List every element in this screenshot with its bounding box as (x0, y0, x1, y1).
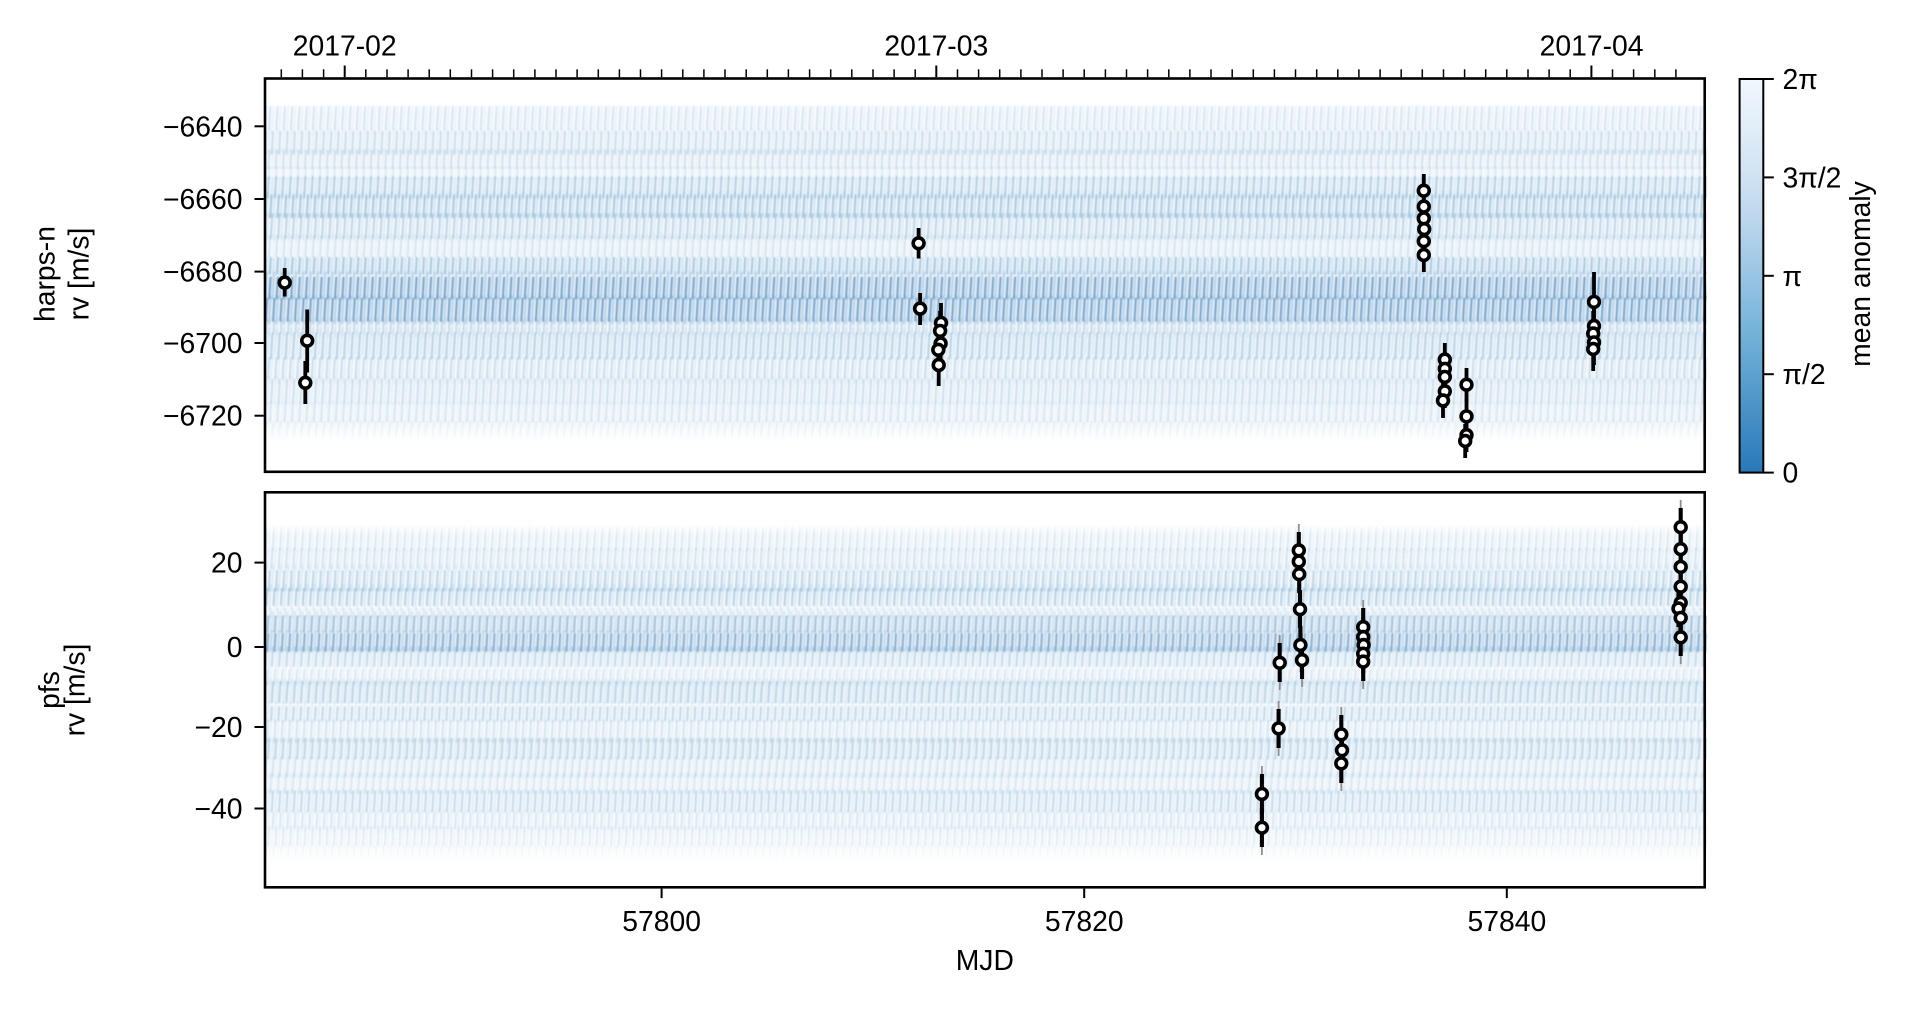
svg-text:−20: −20 (195, 711, 243, 743)
svg-text:MJD: MJD (956, 944, 1014, 976)
svg-text:57820: 57820 (1045, 905, 1124, 937)
svg-text:0: 0 (1783, 457, 1799, 489)
svg-text:20: 20 (211, 547, 242, 579)
svg-text:2017-02: 2017-02 (293, 30, 397, 62)
svg-text:2π: 2π (1783, 63, 1818, 95)
svg-text:3π/2: 3π/2 (1783, 161, 1842, 193)
svg-text:rv [m/s]: rv [m/s] (63, 228, 95, 321)
svg-text:−6660: −6660 (163, 183, 242, 215)
svg-text:π/2: π/2 (1783, 358, 1826, 390)
svg-text:rv [m/s]: rv [m/s] (59, 644, 91, 737)
svg-text:0: 0 (227, 631, 243, 663)
svg-text:−40: −40 (195, 793, 243, 825)
svg-text:−6700: −6700 (163, 327, 242, 359)
svg-text:57800: 57800 (622, 905, 701, 937)
svg-text:−6720: −6720 (163, 400, 242, 432)
svg-text:π: π (1783, 260, 1803, 292)
svg-text:−6680: −6680 (163, 256, 242, 288)
svg-text:mean anomaly: mean anomaly (1844, 180, 1876, 366)
svg-text:pfs: pfs (33, 671, 65, 709)
svg-text:2017-03: 2017-03 (884, 30, 988, 62)
svg-text:harps-n: harps-n (29, 226, 61, 322)
svg-text:−6640: −6640 (163, 110, 242, 142)
svg-text:57840: 57840 (1468, 905, 1547, 937)
svg-text:2017-04: 2017-04 (1540, 30, 1644, 62)
